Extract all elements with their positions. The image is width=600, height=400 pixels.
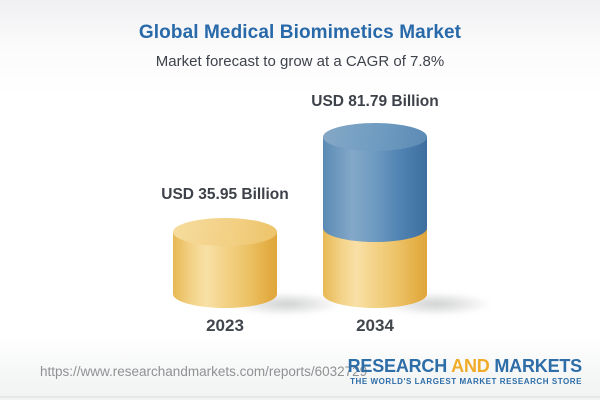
brand-tagline: THE WORLD'S LARGEST MARKET RESEARCH STOR… — [350, 377, 582, 386]
brand-logo-wordmark: RESEARCH AND MARKETS — [347, 356, 583, 376]
bar-cylinder-2034 — [323, 123, 427, 310]
chart-title: Global Medical Biomimetics Market — [138, 22, 462, 43]
bar-category-label-2023: 2023 — [206, 316, 244, 335]
brand-word-markets: MARKETS — [494, 356, 582, 376]
brand-word-research: RESEARCH — [347, 356, 448, 376]
footer — [0, 348, 600, 400]
cylinder-top-yellow — [173, 218, 277, 246]
bar-category-label-2034: 2034 — [356, 316, 394, 335]
bar-value-label-2023: USD 35.95 Billion — [161, 186, 289, 203]
brand-word-and: AND — [451, 356, 490, 376]
cylinder-segment-growth-blue — [323, 137, 427, 242]
brand-logo[interactable]: RESEARCH AND MARKETS THE WORLD'S LARGEST… — [347, 356, 583, 386]
bottom-border-strip — [0, 396, 600, 398]
chart-subtitle: Market forecast to grow at a CAGR of 7.8… — [155, 53, 445, 70]
bar-value-label-2034: USD 81.79 Billion — [311, 93, 439, 110]
bar-cylinder-2023 — [173, 218, 277, 310]
cylinder-top-blue — [323, 123, 427, 151]
report-url-link[interactable]: https://www.researchandmarkets.com/repor… — [40, 364, 368, 379]
